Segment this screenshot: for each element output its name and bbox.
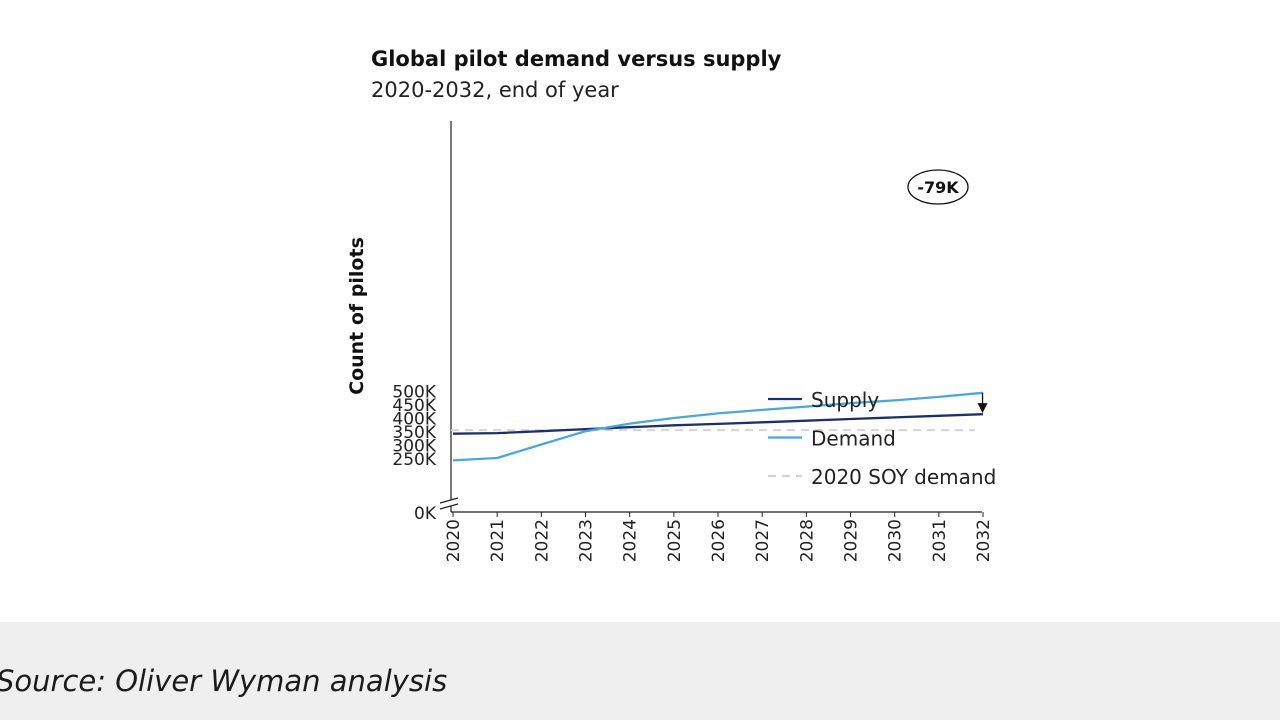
y-tick-label: 500K [392,382,436,402]
y-tick-label: 450K [392,396,436,416]
x-tick-label: 2031 [930,519,950,562]
y-tick-label: 300K [392,436,436,456]
y-tick-label: 0K [414,504,437,524]
x-tick-label: 2026 [709,519,729,562]
gap-annotation-label: -79K [917,178,959,197]
x-tick-label: 2023 [577,519,597,562]
y-axis-label: Count of pilots [346,237,368,395]
x-tick-label: 2027 [753,519,773,562]
x-tick-label: 2030 [886,519,906,562]
x-tick-label: 2029 [842,519,862,562]
chart-subtitle: 2020-2032, end of year [371,78,619,102]
series-line-supply [452,413,984,435]
x-tick-label: 2028 [797,519,817,562]
chart-title: Global pilot demand versus supply [371,47,782,71]
x-tick-label: 2025 [665,519,685,562]
x-tick-label: 2032 [974,519,994,562]
x-tick-label: 2020 [444,519,464,562]
source-note: Source: Oliver Wyman analysis [0,664,448,698]
y-tick-label: 350K [392,423,436,443]
gap-arrow-head [977,403,988,414]
y-tick-label: 250K [392,450,436,470]
footer [0,622,1280,720]
x-tick-label: 2022 [532,519,552,562]
series-line-demand [452,391,984,462]
legend-label: Supply [811,388,879,412]
x-tick-label: 2024 [621,519,641,562]
legend-label: Demand [811,427,896,451]
gap-annotation-bubble [907,169,969,205]
x-tick-label: 2021 [488,519,508,562]
legend-label: 2020 SOY demand [811,465,996,489]
line-chart: Global pilot demand versus supply 2020-2… [346,47,996,562]
y-tick-label: 400K [392,409,436,429]
chart-area: Global pilot demand versus supply 2020-2… [346,47,997,563]
y-axis-break-mark [439,503,459,510]
y-axis-break-mark [439,497,459,504]
